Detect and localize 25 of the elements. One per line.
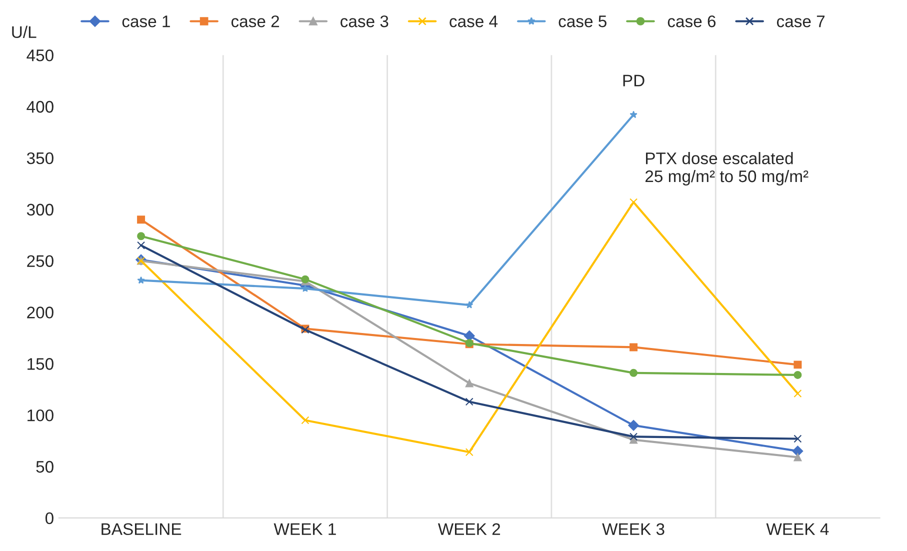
legend-label: case 2 bbox=[231, 15, 280, 28]
y-tick-label: 50 bbox=[36, 460, 54, 473]
y-axis-title: U/L bbox=[12, 26, 36, 38]
legend-label: case 4 bbox=[450, 16, 498, 28]
y-tick-label: 400 bbox=[26, 100, 54, 113]
legend-label: case 3 bbox=[340, 15, 388, 28]
legend-label: case 1 bbox=[122, 16, 170, 28]
y-tick-label: 450 bbox=[26, 50, 54, 62]
legend-label: case 5 bbox=[558, 16, 606, 28]
x-tick-label: WEEK 3 bbox=[602, 523, 664, 536]
x-tick-label: WEEK 4 bbox=[766, 523, 829, 535]
annotation: PD bbox=[623, 74, 644, 86]
y-tick-label: 300 bbox=[26, 204, 54, 216]
legend-label: case 6 bbox=[668, 15, 716, 28]
legend-label: case 7 bbox=[776, 16, 825, 28]
y-tick-label: 200 bbox=[27, 306, 54, 318]
y-tick-label: 100 bbox=[28, 409, 54, 422]
x-tick-label: WEEK 2 bbox=[438, 523, 500, 535]
x-tick-label: WEEK 1 bbox=[274, 523, 336, 535]
x-tick-label: BASELINE bbox=[102, 523, 182, 536]
y-tick-label: 0 bbox=[45, 512, 54, 524]
y-tick-label: 350 bbox=[26, 152, 54, 164]
y-tick-label: 150 bbox=[28, 358, 54, 370]
annotation: PTX dose escalated 25 mg/m² to 50 mg/m² bbox=[645, 152, 808, 186]
y-tick-label: 250 bbox=[27, 255, 54, 268]
